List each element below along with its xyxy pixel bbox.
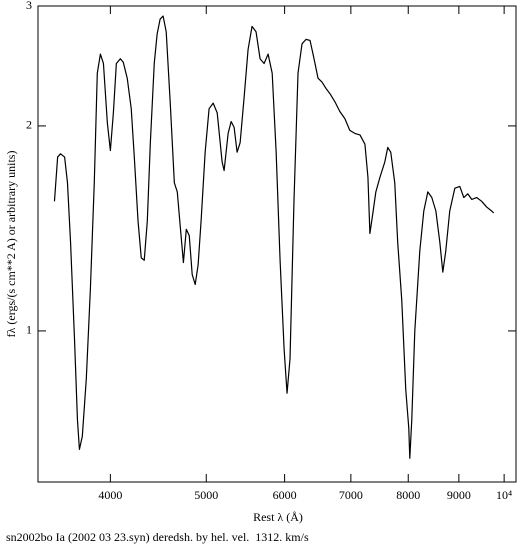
x-tick-label: 5000: [194, 488, 218, 502]
x-tick-label: 10⁴: [496, 488, 512, 502]
x-tick-label: 6000: [273, 488, 297, 502]
plot-frame: [37, 5, 517, 483]
x-tick-label: 8000: [396, 488, 420, 502]
x-tick-label: 7000: [339, 488, 363, 502]
y-axis-label: fλ (ergs/(s cm**2 A) or arbitrary units): [4, 151, 18, 338]
y-tick-label: 1: [26, 323, 32, 337]
y-tick-label: 2: [26, 118, 32, 132]
spectrum-line: [53, 15, 495, 459]
x-tick-label: 9000: [447, 488, 471, 502]
chart-title: sn2002bo Ia (2002 03 23.syn) deredsh. by…: [6, 530, 309, 544]
x-axis-label: Rest λ (Å): [253, 510, 303, 524]
x-tick-label: 4000: [98, 488, 122, 502]
y-tick-label: 3: [26, 0, 32, 12]
